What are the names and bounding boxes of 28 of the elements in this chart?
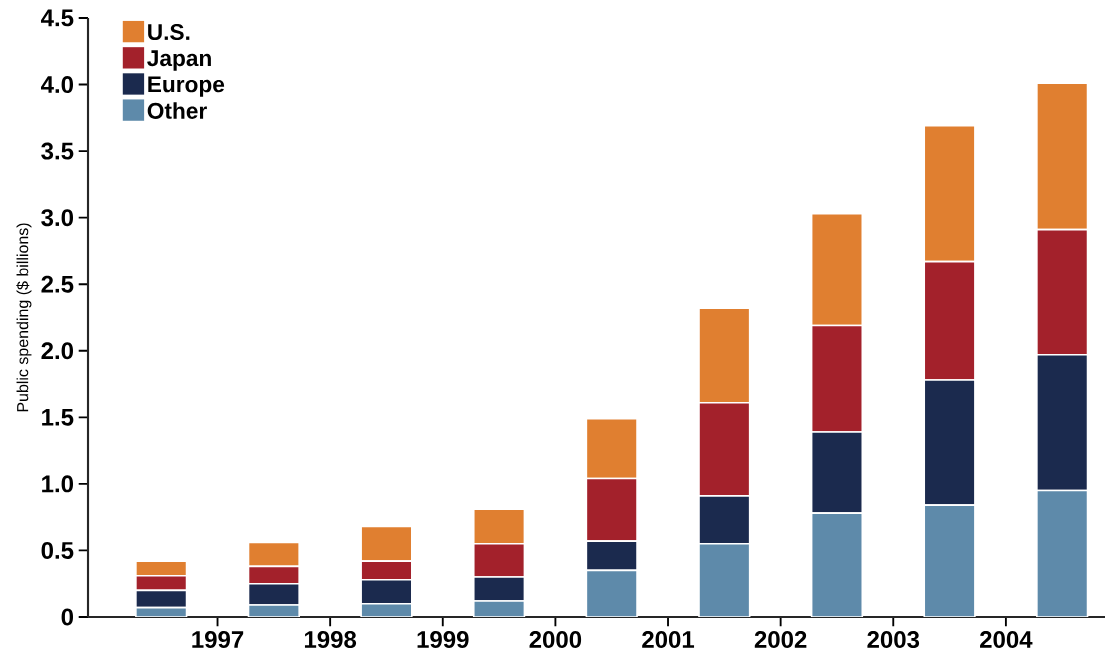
y-tick-label: 4.0 (40, 76, 74, 94)
x-tick-label: 2004 (980, 631, 1033, 649)
y-axis-title: Public spending ($ billions) (16, 223, 32, 412)
y-tick-label: 2.0 (41, 342, 74, 360)
y-tick-label: 2.5 (41, 275, 74, 293)
x-tick-label: 2000 (529, 631, 582, 649)
x-tick-label: 1998 (304, 631, 357, 649)
y-tick-label: 1.0 (42, 475, 74, 493)
legend-label: Other (147, 102, 207, 119)
legend-label: U.S. (148, 24, 190, 41)
y-tick-label: 0.5 (41, 541, 74, 559)
x-tick-label: 1999 (417, 631, 469, 649)
y-tick-label: 0 (61, 608, 74, 626)
bar (585, 569, 638, 617)
x-tick-label: 1997 (192, 631, 244, 649)
bar (698, 542, 751, 617)
bar (923, 504, 976, 617)
y-tick-label: 4.5 (40, 9, 74, 27)
y-tick-label: 3.5 (41, 142, 74, 160)
x-tick-label: 2002 (754, 631, 807, 649)
y-tick-label: 3.0 (41, 209, 74, 227)
legend-label: Europe (148, 76, 225, 97)
bar (810, 512, 864, 617)
legend-label: Japan (147, 50, 211, 71)
x-tick-label: 2001 (642, 631, 695, 649)
bar (1036, 489, 1089, 617)
x-tick-label: 2003 (867, 631, 920, 649)
y-tick-label: 1.5 (42, 408, 74, 426)
